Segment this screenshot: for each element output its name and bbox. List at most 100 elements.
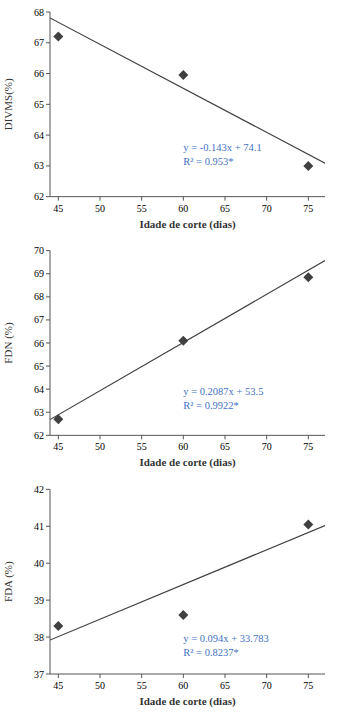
equation-text: y = 0.094x + 33.783: [183, 633, 268, 644]
x-tick-label: 55: [137, 680, 147, 691]
y-tick-label: 41: [34, 521, 44, 532]
y-tick-label: 70: [34, 245, 44, 256]
x-tick-label: 70: [262, 203, 272, 214]
y-tick: [46, 12, 50, 13]
x-tick: [58, 435, 59, 439]
x-tick-label: 45: [53, 203, 63, 214]
plot-area: [50, 18, 325, 171]
equation-text: R² = 0.8237*: [183, 647, 238, 658]
y-tick: [46, 165, 50, 166]
x-tick-label: 60: [178, 680, 188, 691]
x-tick: [266, 197, 267, 201]
x-tick: [183, 674, 184, 678]
y-tick-label: 63: [34, 160, 44, 171]
data-point: [53, 414, 63, 424]
x-tick-label: 75: [303, 203, 313, 214]
y-axis-label: FDN (%): [2, 322, 15, 364]
x-tick: [58, 197, 59, 201]
data-point: [53, 621, 63, 631]
figure: 45 50 55 60 65 70 75 62 63 64 65 66 67 68 Idade de cor…: [0, 0, 337, 716]
y-tick-label: 42: [34, 484, 44, 495]
equation-text: y = 0.2087x + 53.5: [183, 386, 263, 397]
x-axis-label: Idade de corte (dias): [139, 218, 236, 231]
x-tick: [141, 674, 142, 678]
y-tick: [46, 104, 50, 105]
x-tick-label: 50: [95, 441, 105, 452]
x-tick: [141, 197, 142, 201]
y-tick-label: 37: [34, 669, 44, 680]
x-tick-label: 60: [178, 203, 188, 214]
x-axis-label: Idade de corte (dias): [139, 456, 236, 469]
y-tick-label: 39: [34, 595, 44, 606]
y-tick-label: 67: [34, 314, 44, 325]
x-tick: [225, 674, 226, 678]
x-axis-line: [50, 674, 325, 675]
x-tick-label: 70: [262, 441, 272, 452]
y-tick: [46, 135, 50, 136]
y-tick: [46, 674, 50, 675]
y-tick: [46, 366, 50, 367]
x-tick-label: 65: [220, 203, 230, 214]
y-tick-label: 38: [34, 632, 44, 643]
y-tick-label: 65: [34, 99, 44, 110]
y-tick: [46, 196, 50, 197]
y-tick-label: 40: [34, 558, 44, 569]
y-tick: [46, 273, 50, 274]
y-tick: [46, 489, 50, 490]
x-tick: [183, 197, 184, 201]
x-tick-label: 45: [53, 441, 63, 452]
x-tick: [266, 435, 267, 439]
x-axis-line: [50, 435, 325, 436]
y-axis-label: DIVMS(%): [2, 78, 15, 130]
x-tick: [183, 435, 184, 439]
y-tick-label: 69: [34, 268, 44, 279]
data-point: [178, 70, 188, 80]
x-tick: [141, 435, 142, 439]
x-tick: [308, 197, 309, 201]
plot-area: [50, 519, 325, 640]
y-tick-label: 67: [34, 37, 44, 48]
x-tick-label: 50: [95, 203, 105, 214]
y-tick-label: 66: [34, 68, 44, 79]
x-tick-label: 70: [262, 680, 272, 691]
x-axis-label: Idade de corte (dias): [139, 695, 236, 708]
data-point: [53, 32, 63, 42]
x-tick-label: 45: [53, 680, 63, 691]
data-point: [303, 272, 313, 282]
y-tick: [46, 435, 50, 436]
y-tick: [46, 73, 50, 74]
panel: 45 50 55 60 65 70 75 62 63 64 65 66 67 68 Idade de cor…: [2, 7, 325, 231]
y-tick-label: 64: [34, 130, 44, 141]
y-tick: [46, 600, 50, 601]
y-tick: [46, 526, 50, 527]
x-tick-label: 55: [137, 203, 147, 214]
x-tick: [308, 435, 309, 439]
x-tick: [225, 435, 226, 439]
y-tick: [46, 637, 50, 638]
x-axis-line: [50, 196, 325, 197]
x-tick: [58, 674, 59, 678]
x-tick: [100, 435, 101, 439]
y-tick: [46, 319, 50, 320]
x-tick-label: 65: [220, 680, 230, 691]
y-tick-label: 64: [34, 384, 44, 395]
x-tick-label: 65: [220, 441, 230, 452]
equation-text: R² = 0.9922*: [183, 400, 238, 411]
x-tick: [308, 674, 309, 678]
y-tick-label: 68: [34, 7, 44, 18]
y-tick: [46, 343, 50, 344]
y-tick: [46, 250, 50, 251]
equation-text: R² = 0.953*: [183, 156, 233, 167]
x-tick-label: 50: [95, 680, 105, 691]
y-tick-label: 63: [34, 407, 44, 418]
y-tick: [46, 389, 50, 390]
regression-line: [50, 18, 325, 163]
data-point: [303, 161, 313, 171]
y-tick: [46, 296, 50, 297]
x-tick-label: 55: [137, 441, 147, 452]
y-tick-label: 62: [34, 430, 44, 441]
y-tick-label: 62: [34, 191, 44, 202]
y-tick-label: 66: [34, 338, 44, 349]
y-axis-line: [50, 489, 51, 674]
data-point: [303, 519, 313, 529]
